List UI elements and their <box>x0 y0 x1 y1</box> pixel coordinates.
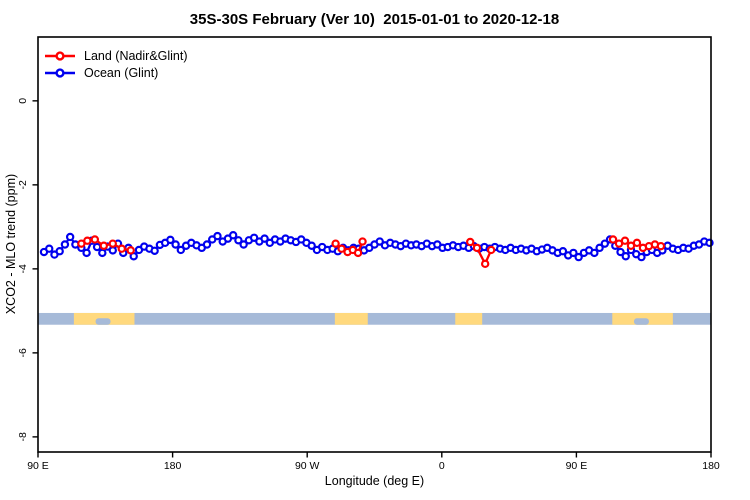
ocean-point <box>92 242 102 252</box>
ocean-point <box>600 239 610 248</box>
land-point <box>99 241 109 250</box>
land-point <box>108 239 117 248</box>
legend: Land (Nadir&Glint) Ocean (Glint) <box>44 47 188 81</box>
land-point <box>358 237 367 246</box>
land-point <box>90 235 100 244</box>
ocean-point <box>60 240 70 249</box>
land-point <box>353 248 363 258</box>
y-tick-label: -8 <box>17 432 29 441</box>
ocean-point <box>616 247 625 257</box>
ocean-point <box>590 248 599 258</box>
x-tick-label: 90 E <box>566 460 588 472</box>
x-axis-label: Longitude (deg E) <box>324 474 425 488</box>
legend-label-ocean: Ocean (Glint) <box>84 65 159 80</box>
ocean-point <box>65 232 75 242</box>
x-tick-label: 180 <box>164 460 182 472</box>
ocean-point <box>637 252 646 262</box>
x-tick-label: 180 <box>702 460 720 472</box>
ocean-point <box>98 248 107 258</box>
y-tick-label: -4 <box>17 264 29 273</box>
land-point <box>331 239 340 248</box>
map-band-water-notch <box>633 318 649 325</box>
legend-item-land: Land (Nadir&Glint) <box>44 47 188 64</box>
ocean-point <box>375 237 384 246</box>
land-point <box>632 238 642 248</box>
ocean-point <box>150 246 159 256</box>
ocean-point <box>202 240 212 249</box>
ocean-point <box>213 231 222 241</box>
ocean-point <box>176 245 186 255</box>
ocean-point <box>260 234 269 243</box>
land-line <box>469 241 493 267</box>
land-point <box>486 245 496 255</box>
land-point <box>620 236 630 245</box>
land-point <box>126 246 135 255</box>
map-band-ocean <box>38 312 711 325</box>
ocean-point <box>621 252 630 261</box>
y-tick-label: 0 <box>17 98 29 104</box>
y-tick-label: -2 <box>17 180 29 189</box>
land-point <box>117 244 126 253</box>
ocean-point <box>569 248 578 258</box>
map-band-land-patch <box>334 312 368 325</box>
ocean-point <box>45 244 54 253</box>
x-tick-label: 0 <box>439 460 445 472</box>
ocean-point <box>228 231 238 240</box>
map-band-land-patch <box>455 312 483 325</box>
land-point <box>337 244 346 253</box>
land-marker-icon <box>45 50 75 61</box>
ocean-point <box>55 247 64 256</box>
ocean-marker-icon <box>45 67 75 78</box>
land-point <box>83 236 92 245</box>
chart-title: 35S-30S February (Ver 10) 2015-01-01 to … <box>189 11 560 28</box>
ocean-point <box>239 240 248 249</box>
ocean-point <box>82 248 91 258</box>
ocean-point <box>558 247 568 256</box>
y-axis-label: XCO2 - MLO trend (ppm) <box>4 173 18 315</box>
map-band-water-notch <box>95 318 111 325</box>
plot-border <box>37 36 712 453</box>
legend-label-land: Land (Nadir&Glint) <box>84 48 188 63</box>
ocean-point <box>108 246 117 255</box>
x-tick-label: 90 E <box>27 460 49 472</box>
land-point <box>480 259 490 269</box>
ocean-point <box>171 240 180 249</box>
land-point <box>472 243 482 253</box>
y-tick-label: -6 <box>17 348 29 357</box>
land-point <box>608 235 618 244</box>
x-tick-label: 90 W <box>295 460 320 472</box>
ocean-point <box>595 243 604 253</box>
ocean-point <box>234 236 243 245</box>
ocean-point <box>166 235 175 245</box>
legend-item-ocean: Ocean (Glint) <box>44 64 188 81</box>
ocean-point <box>249 233 259 242</box>
ocean-point <box>307 241 316 250</box>
land-point <box>466 237 475 247</box>
land-point <box>656 241 666 251</box>
ocean-point <box>574 252 583 262</box>
